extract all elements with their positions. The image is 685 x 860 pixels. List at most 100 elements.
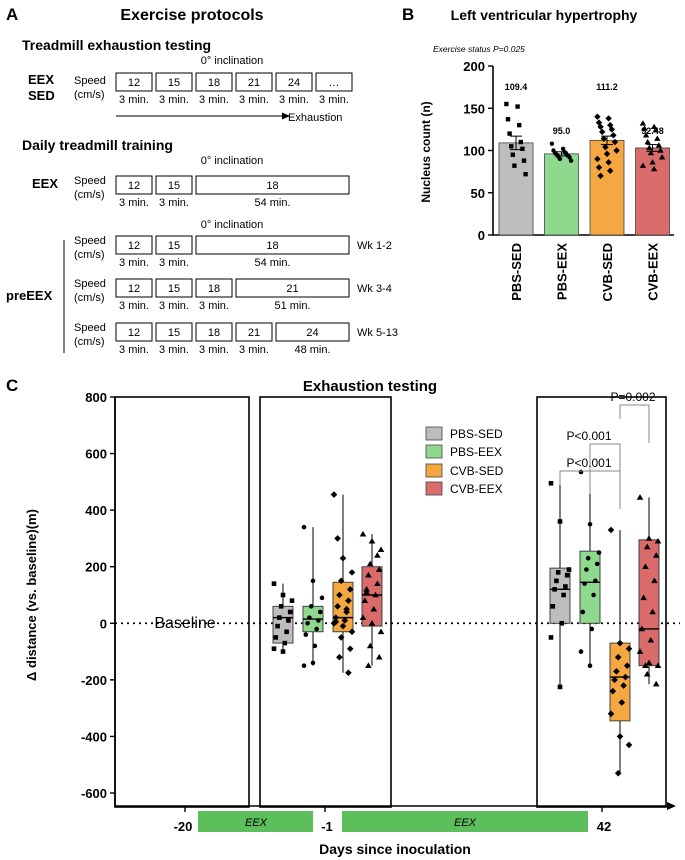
data-point [280,592,286,598]
data-point [337,634,345,641]
data-point [642,563,649,570]
data-point [314,626,319,632]
data-point [607,121,614,129]
data-point [504,101,509,107]
pre-row-1-speed-value: 15 [168,240,180,252]
data-point [587,663,593,669]
data-point [310,578,316,584]
testing-speed-value: 24 [288,77,300,89]
y-tick-label: -600 [81,786,107,801]
data-point [510,152,515,157]
bar [544,153,579,236]
data-point [363,586,370,592]
data-point [273,635,279,640]
data-point [366,642,374,649]
data-point [559,620,565,626]
y-tick-label: 600 [85,447,107,462]
pre-row-3-speed-value: 18 [208,327,220,339]
daily-eex-duration: 54 min. [254,197,290,209]
data-point [523,171,528,177]
data-point [348,569,356,576]
daily-eex-speed-value: 15 [168,180,180,192]
data-point [348,628,356,636]
data-point [568,158,574,163]
speed-label: Speed [74,278,106,290]
data-label: 111.2 [596,82,618,92]
data-point [616,733,624,740]
data-point [639,120,647,126]
data-point [520,146,525,152]
baseline-frame [114,396,250,808]
pre-row-1-stage-box [115,235,153,255]
data-point [561,592,566,598]
testing-duration: 3 min. [279,94,309,106]
data-point [645,659,653,666]
data-point [375,566,383,572]
data-point [642,132,650,138]
data-point [552,587,557,592]
panel-label-b: B [402,5,414,24]
data-point [658,154,666,160]
data-point [319,595,325,601]
speed-label: Speed [74,175,106,187]
data-point [557,519,563,524]
data-point [636,494,644,500]
data-point [563,584,568,589]
data-point [372,591,379,598]
data-point [363,588,370,595]
data-point [610,132,617,139]
data-point [613,668,620,675]
data-point [647,149,655,156]
data-point [339,622,347,630]
data-point [646,144,653,151]
data-point [654,537,662,544]
data-point [560,146,566,152]
testing-speed-value: 12 [128,77,140,89]
data-point [607,526,615,534]
data-point [345,669,352,677]
data-point [518,139,523,145]
data-point [641,125,648,131]
data-point [505,117,511,122]
legend-swatch [425,463,443,478]
data-label: 95.0 [553,126,571,136]
significance-bracket [559,470,621,509]
pre-row-2-duration: 3 min. [159,300,189,312]
data-point [280,649,286,654]
significance-bracket [589,443,621,494]
legend-swatch [425,426,443,441]
pre-row-2-duration: 3 min. [119,300,149,312]
data-point [625,645,633,653]
data-point [332,618,340,626]
legend-swatch [425,444,443,459]
pre-row-3-duration: 3 min. [119,344,149,356]
pre-row-3-speed-value: 12 [128,327,140,339]
data-point [580,609,586,615]
pre-row-2-speed-value: 12 [128,283,140,295]
data-point [336,591,343,599]
testing-duration: 3 min. [239,94,269,106]
data-point [305,620,310,626]
data-point [599,128,606,136]
data-point [608,126,615,133]
pre-row-2-speed-value: 21 [286,283,298,295]
data-point [640,594,647,601]
data-point [607,167,614,174]
data-point [332,614,340,621]
data-point [549,141,555,146]
data-point [618,699,626,706]
legend-swatch [425,481,443,496]
data-point [564,572,570,578]
y-tick-label: 800 [85,390,107,405]
eex-period-bar [342,811,588,832]
data-point [308,604,314,609]
data-point [316,618,321,623]
week-label: Wk 1-2 [357,240,392,252]
pre-row-2-duration: 51 min. [274,300,310,312]
pre-row-2-stage-box [115,278,153,298]
data-point [651,577,658,584]
testing-stage-box [315,72,353,92]
data-point [275,623,280,629]
legend-label: PBS-SED [450,427,503,441]
data-point [594,561,600,567]
